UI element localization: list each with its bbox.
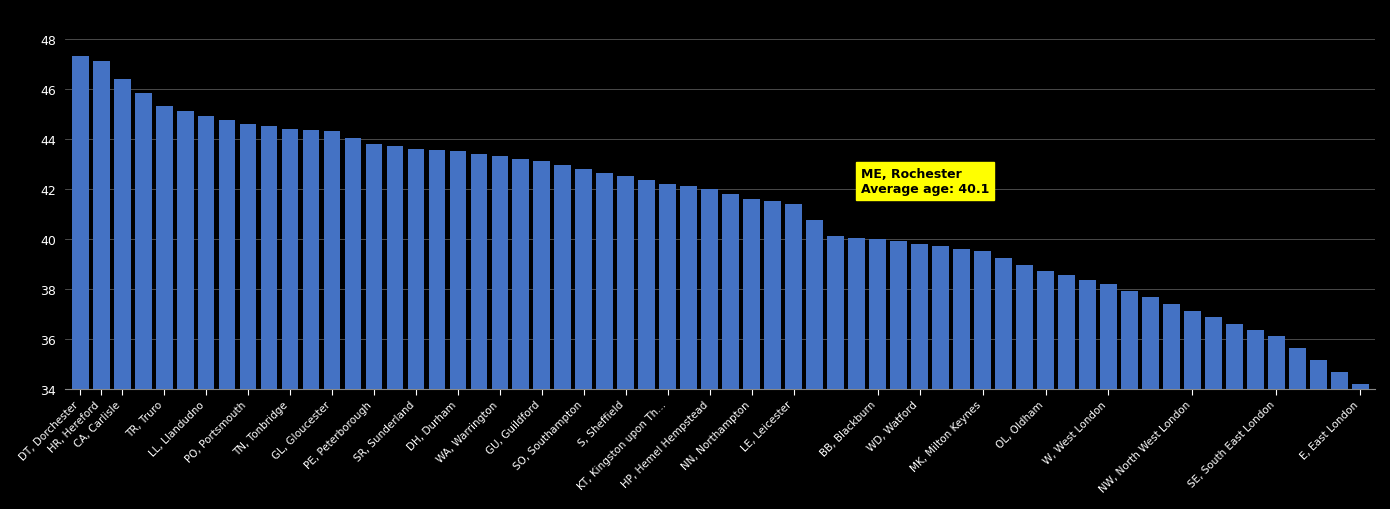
Bar	[1122, 291, 1138, 509]
Bar	[407, 150, 424, 509]
Bar	[890, 242, 908, 509]
Bar	[1184, 312, 1201, 509]
Bar	[114, 80, 131, 509]
Bar	[156, 107, 172, 509]
Bar	[1309, 360, 1326, 509]
Bar	[1058, 276, 1074, 509]
Bar	[282, 130, 299, 509]
Bar	[218, 121, 235, 509]
Bar	[954, 249, 970, 509]
Bar	[1099, 284, 1118, 509]
Bar	[1226, 324, 1243, 509]
Bar	[974, 252, 991, 509]
Bar	[177, 112, 193, 509]
Bar	[596, 173, 613, 509]
Bar	[869, 239, 885, 509]
Bar	[386, 147, 403, 509]
Bar	[1143, 298, 1159, 509]
Bar	[1205, 318, 1222, 509]
Bar	[1016, 265, 1033, 509]
Bar	[827, 237, 844, 509]
Bar	[912, 244, 929, 509]
Bar	[449, 152, 466, 509]
Bar	[366, 145, 382, 509]
Bar	[933, 247, 949, 509]
Bar	[1268, 336, 1284, 509]
Bar	[135, 94, 152, 509]
Bar	[575, 169, 592, 509]
Bar	[723, 194, 739, 509]
Bar	[428, 151, 445, 509]
Bar	[1079, 280, 1095, 509]
Bar	[1289, 348, 1305, 509]
Bar	[534, 162, 550, 509]
Bar	[1332, 372, 1348, 509]
Bar	[1247, 330, 1264, 509]
Bar	[848, 238, 865, 509]
Text: ME, Rochester
Average age: 40.1: ME, Rochester Average age: 40.1	[860, 168, 990, 195]
Bar	[617, 177, 634, 509]
Bar	[785, 205, 802, 509]
Bar	[261, 127, 278, 509]
Bar	[324, 132, 341, 509]
Bar	[1037, 272, 1054, 509]
Bar	[1163, 305, 1180, 509]
Bar	[659, 184, 676, 509]
Bar	[555, 166, 571, 509]
Bar	[744, 200, 760, 509]
Bar	[638, 181, 655, 509]
Bar	[513, 159, 530, 509]
Bar	[239, 125, 257, 509]
Bar	[471, 155, 488, 509]
Bar	[197, 117, 214, 509]
Bar	[93, 62, 110, 509]
Bar	[995, 259, 1012, 509]
Bar	[1352, 384, 1369, 509]
Bar	[806, 220, 823, 509]
Bar	[492, 157, 509, 509]
Bar	[72, 58, 89, 509]
Bar	[765, 202, 781, 509]
Bar	[345, 138, 361, 509]
Bar	[702, 189, 719, 509]
Bar	[680, 187, 698, 509]
Bar	[303, 131, 320, 509]
